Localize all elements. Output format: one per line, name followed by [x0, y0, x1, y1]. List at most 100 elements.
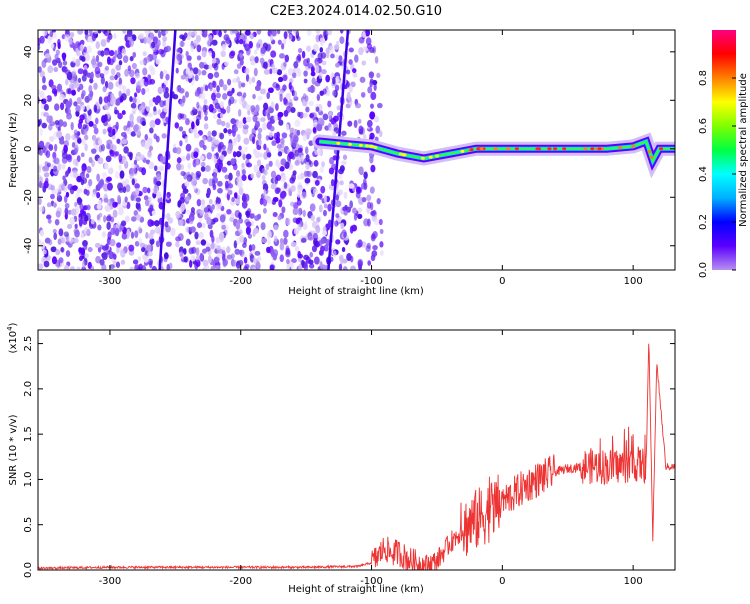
heatmap-cell — [61, 66, 68, 73]
heatmap-cell — [161, 133, 167, 139]
heatmap-cell — [127, 65, 132, 72]
heatmap-cell — [177, 219, 184, 227]
heatmap-cell — [100, 50, 105, 57]
heatmap-cell — [186, 152, 191, 161]
heatmap-cell — [147, 187, 151, 194]
heatmap-cell — [42, 76, 46, 84]
heatmap-hotspot — [420, 156, 425, 160]
heatmap-cell — [222, 84, 228, 91]
heatmap-cell — [41, 84, 47, 91]
heatmap-cell — [195, 259, 201, 268]
heatmap-cell — [117, 194, 121, 204]
heatmap-cell — [341, 160, 347, 166]
heatmap-cell — [38, 66, 42, 73]
heatmap-cell — [82, 260, 86, 269]
heatmap-cell — [291, 173, 297, 182]
heatmap-cell — [61, 52, 67, 60]
heatmap-cell — [176, 157, 182, 164]
heatmap-cell — [277, 151, 283, 157]
heatmap-cell — [328, 45, 334, 54]
heatmap-cell — [140, 141, 146, 148]
heatmap-cell — [287, 67, 294, 76]
heatmap-cell — [203, 123, 209, 130]
heatmap-cell — [226, 246, 231, 254]
heatmap-cell — [282, 84, 287, 91]
heatmap-cell — [354, 54, 359, 63]
heatmap-cell — [84, 143, 88, 152]
heatmap-cell — [370, 164, 376, 173]
heatmap-cell — [101, 263, 107, 270]
heatmap-cell — [207, 255, 212, 264]
heatmap-cell — [39, 206, 45, 212]
heatmap-cell — [294, 246, 300, 253]
heatmap-cell — [322, 113, 329, 121]
heatmap-cell — [322, 209, 327, 217]
heatmap-cell — [192, 67, 199, 75]
heatmap-cell — [150, 67, 156, 76]
heatmap-cell — [88, 156, 93, 164]
heatmap-cell — [180, 155, 187, 162]
heatmap-cell — [199, 252, 204, 262]
heatmap-cell — [272, 211, 278, 217]
heatmap-cell — [175, 67, 179, 74]
snr-x-axis: -300 -200 -100 0 100 — [99, 330, 643, 587]
heatmap-cell — [296, 129, 301, 136]
heatmap-cell — [86, 204, 91, 211]
heatmap-cell — [191, 30, 198, 37]
snr-y-label: SNR (10 * v/v) — [8, 414, 19, 485]
heatmap-cell — [276, 69, 283, 76]
snr-x-tick-label: 100 — [624, 576, 643, 587]
heatmap-cell — [94, 66, 101, 75]
heatmap-cell — [163, 105, 170, 113]
heatmap-cell — [54, 143, 58, 152]
heatmap-cell — [212, 179, 216, 188]
heatmap-cell — [156, 173, 162, 181]
heatmap-cell — [366, 194, 372, 202]
heatmap-cell — [373, 115, 380, 123]
heatmap-cell — [112, 96, 116, 103]
heatmap-cell — [371, 233, 376, 240]
heatmap-cell — [332, 76, 336, 85]
heatmap-cell — [96, 173, 100, 182]
heatmap-ridge-core — [319, 140, 675, 164]
heatmap-cell — [77, 30, 84, 35]
heatmap-cell — [89, 30, 93, 36]
heatmap-cell — [226, 90, 233, 97]
heatmap-cell — [215, 236, 221, 244]
heatmap-cell — [50, 168, 55, 177]
heatmap-cell — [211, 50, 216, 59]
heatmap-cell — [199, 61, 205, 69]
heatmap-cell — [61, 163, 66, 170]
heatmap-cell — [152, 97, 157, 103]
heatmap-cell — [43, 260, 50, 268]
heatmap-hotspot — [347, 142, 352, 146]
heatmap-cell — [112, 201, 118, 208]
snr-x-tick-label: -300 — [99, 576, 122, 587]
heatmap-cell — [96, 214, 101, 221]
heatmap-cell — [317, 52, 323, 60]
heatmap-cell — [321, 69, 327, 75]
heatmap-cell — [147, 251, 153, 257]
heatmap-cell — [243, 237, 248, 245]
heatmap-cell — [84, 30, 89, 36]
heatmap-cell — [330, 53, 335, 59]
heatmap-cell — [144, 30, 150, 35]
heatmap-cell — [348, 183, 355, 189]
heatmap-cell — [53, 67, 59, 73]
heatmap-cell — [148, 161, 155, 170]
heatmap-cell — [271, 30, 277, 37]
heatmap-cell — [294, 119, 301, 128]
heatmap-cell — [235, 150, 242, 158]
heatmap-cell — [47, 65, 54, 74]
heatmap-cell — [145, 231, 149, 239]
heatmap-cell — [190, 255, 196, 262]
heatmap-cell — [210, 242, 215, 250]
heatmap-cell — [107, 214, 112, 220]
heatmap-cell — [52, 151, 57, 160]
heatmap-cell — [80, 208, 85, 215]
heatmap-cell — [231, 197, 235, 203]
heatmap-cell — [338, 263, 343, 270]
figure-title: C2E3.2024.014.02.50.G10 — [270, 4, 442, 19]
colorbar-tick-label: 0.0 — [698, 262, 709, 278]
heatmap-cell — [180, 171, 186, 177]
